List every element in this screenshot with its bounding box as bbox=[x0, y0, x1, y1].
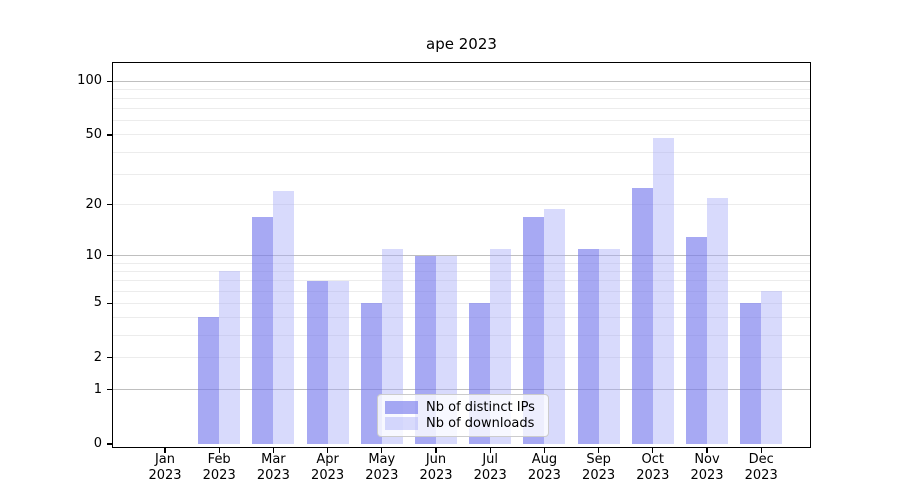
x-tick-label: Feb 2023 bbox=[202, 452, 236, 483]
bar-downloads-dec-2023 bbox=[761, 291, 783, 444]
bar-distinct-ips-apr-2023 bbox=[306, 280, 328, 444]
gridline-minor bbox=[113, 173, 810, 175]
gridline-minor bbox=[113, 88, 810, 90]
legend: Nb of distinct IPs Nb of downloads bbox=[377, 394, 549, 437]
x-tick bbox=[706, 448, 708, 453]
bar-downloads-feb-2023 bbox=[219, 271, 241, 444]
x-tick bbox=[218, 448, 220, 453]
y-tick bbox=[107, 80, 112, 82]
y-tick-label: 10 bbox=[85, 247, 102, 263]
gridline-minor bbox=[113, 262, 810, 264]
gridline-minor bbox=[113, 134, 810, 136]
x-tick bbox=[381, 448, 383, 453]
gridline-minor bbox=[113, 316, 810, 318]
x-tick-label: Sep 2023 bbox=[582, 452, 616, 483]
y-tick bbox=[107, 302, 112, 304]
gridline-minor bbox=[113, 98, 810, 100]
x-tick bbox=[327, 448, 329, 453]
x-tick bbox=[489, 448, 491, 453]
y-tick bbox=[107, 134, 112, 136]
x-tick-label: Dec 2023 bbox=[744, 452, 778, 483]
legend-swatch-distinct-ips bbox=[385, 400, 418, 414]
bar-distinct-ips-sep-2023 bbox=[577, 248, 599, 444]
y-tick-label: 50 bbox=[85, 126, 102, 142]
x-tick-label: Apr 2023 bbox=[311, 452, 345, 483]
legend-item-downloads: Nb of downloads bbox=[385, 416, 541, 432]
bar-downloads-oct-2023 bbox=[652, 138, 674, 444]
chart-title: ape 2023 bbox=[426, 35, 497, 53]
bar-downloads-apr-2023 bbox=[327, 280, 349, 444]
gridline-minor bbox=[113, 334, 810, 336]
plot-border bbox=[112, 62, 811, 448]
gridline-major bbox=[113, 389, 810, 391]
x-tick bbox=[164, 448, 166, 453]
y-tick-label: 5 bbox=[93, 295, 102, 311]
x-tick bbox=[543, 448, 545, 453]
gridline-minor bbox=[113, 151, 810, 153]
y-tick bbox=[107, 443, 112, 445]
bar-downloads-sep-2023 bbox=[598, 248, 620, 444]
y-tick bbox=[107, 388, 112, 391]
x-tick bbox=[598, 448, 600, 453]
x-tick-label: Nov 2023 bbox=[690, 452, 724, 483]
x-tick bbox=[272, 448, 274, 453]
gridline-minor bbox=[113, 108, 810, 110]
gridline-major bbox=[113, 80, 810, 82]
gridline-major bbox=[113, 255, 810, 257]
legend-label-downloads: Nb of downloads bbox=[426, 416, 535, 432]
y-tick bbox=[107, 204, 112, 206]
y-tick bbox=[107, 254, 112, 257]
x-tick bbox=[652, 448, 654, 453]
bar-distinct-ips-oct-2023 bbox=[631, 187, 653, 444]
bar-distinct-ips-aug-2023 bbox=[523, 216, 545, 444]
bar-downloads-mar-2023 bbox=[273, 190, 295, 444]
y-tick-label: 0 bbox=[93, 436, 102, 451]
bar-distinct-ips-dec-2023 bbox=[740, 303, 762, 444]
x-tick-label: Aug 2023 bbox=[527, 452, 561, 483]
y-tick bbox=[107, 357, 112, 359]
x-tick-label: Oct 2023 bbox=[636, 452, 670, 483]
y-tick-label: 20 bbox=[85, 196, 102, 212]
y-tick-label: 2 bbox=[93, 349, 102, 365]
legend-item-distinct-ips: Nb of distinct IPs bbox=[385, 399, 541, 415]
bar-downloads-nov-2023 bbox=[707, 197, 728, 444]
bar-downloads-aug-2023 bbox=[544, 208, 566, 444]
y-tick-label: 100 bbox=[77, 73, 102, 89]
x-tick bbox=[760, 448, 762, 453]
gridline-minor bbox=[113, 302, 810, 304]
bar-distinct-ips-feb-2023 bbox=[198, 317, 220, 444]
gridline-minor bbox=[113, 204, 810, 206]
gridline-minor bbox=[113, 270, 810, 272]
gridline-minor bbox=[113, 290, 810, 292]
gridline-minor bbox=[113, 120, 810, 122]
x-tick bbox=[435, 448, 437, 453]
gridline-minor bbox=[113, 280, 810, 282]
x-tick-label: Mar 2023 bbox=[256, 452, 290, 483]
bar-distinct-ips-may-2023 bbox=[360, 303, 382, 444]
gridline-minor bbox=[113, 357, 810, 359]
x-tick-label: May 2023 bbox=[365, 452, 399, 483]
legend-swatch-downloads bbox=[385, 417, 418, 431]
bar-distinct-ips-nov-2023 bbox=[686, 236, 707, 444]
legend-label-distinct-ips: Nb of distinct IPs bbox=[426, 399, 535, 415]
x-tick-label: Jan 2023 bbox=[148, 452, 182, 483]
bar-distinct-ips-mar-2023 bbox=[252, 216, 274, 444]
x-tick-label: Jun 2023 bbox=[419, 452, 453, 483]
x-tick-label: Jul 2023 bbox=[473, 452, 507, 483]
y-tick-label: 1 bbox=[93, 381, 102, 397]
